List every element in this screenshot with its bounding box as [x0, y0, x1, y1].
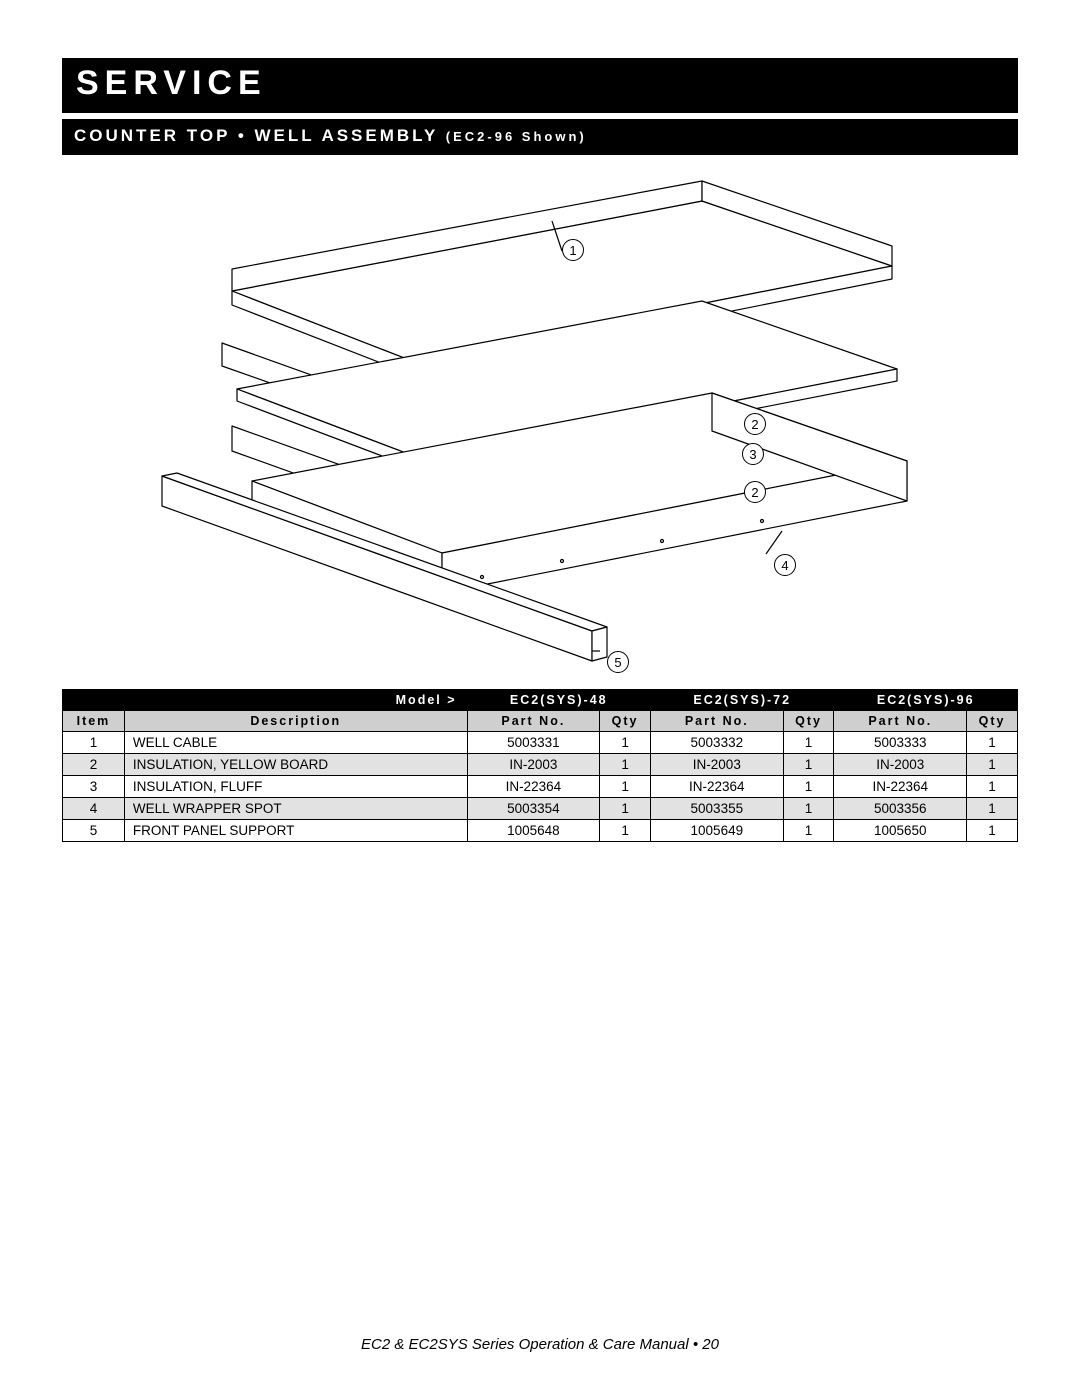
table-cell: 1	[63, 732, 125, 754]
table-cell: INSULATION, YELLOW BOARD	[124, 754, 467, 776]
col-part-2: Part No.	[834, 711, 967, 732]
table-cell: IN-22364	[651, 776, 784, 798]
table-row: 4WELL WRAPPER SPOT5003354150033551500335…	[63, 798, 1018, 820]
table-cell: 1	[783, 776, 834, 798]
col-qty-1: Qty	[783, 711, 834, 732]
table-cell: 1	[600, 754, 651, 776]
table-cell: 5003332	[651, 732, 784, 754]
table-cell: 5003333	[834, 732, 967, 754]
table-cell: WELL CABLE	[124, 732, 467, 754]
table-cell: 4	[63, 798, 125, 820]
table-cell: 5003355	[651, 798, 784, 820]
table-cell: 1005650	[834, 820, 967, 842]
table-row: 3INSULATION, FLUFFIN-223641IN-223641IN-2…	[63, 776, 1018, 798]
table-cell: 1	[967, 776, 1018, 798]
table-cell: INSULATION, FLUFF	[124, 776, 467, 798]
col-part-0: Part No.	[467, 711, 600, 732]
table-cell: 5	[63, 820, 125, 842]
col-qty-0: Qty	[600, 711, 651, 732]
model-col-1: EC2(SYS)-72	[651, 690, 834, 711]
model-col-0: EC2(SYS)-48	[467, 690, 650, 711]
table-cell: 1	[967, 732, 1018, 754]
callout-bubble: 2	[744, 481, 766, 503]
col-item: Item	[63, 711, 125, 732]
table-cell: 1005649	[651, 820, 784, 842]
diagram-svg	[62, 161, 1018, 681]
table-cell: 1	[783, 754, 834, 776]
table-cell: 1	[783, 820, 834, 842]
table-cell: 1	[783, 798, 834, 820]
page-footer: EC2 & EC2SYS Series Operation & Care Man…	[0, 1336, 1080, 1353]
table-cell: IN-22364	[834, 776, 967, 798]
table-cell: 1005648	[467, 820, 600, 842]
table-cell: 1	[600, 776, 651, 798]
table-cell: IN-2003	[467, 754, 600, 776]
col-desc: Description	[124, 711, 467, 732]
table-cell: 5003356	[834, 798, 967, 820]
model-label: Model >	[63, 690, 468, 711]
table-cell: 5003354	[467, 798, 600, 820]
table-cell: 1	[967, 798, 1018, 820]
table-cell: 1	[600, 732, 651, 754]
exploded-diagram: 1 2 3 2 4 5	[62, 161, 1018, 681]
callout-bubble: 2	[744, 413, 766, 435]
callout-bubble: 5	[607, 651, 629, 673]
table-cell: 1	[600, 820, 651, 842]
callout-bubble: 3	[742, 443, 764, 465]
table-cell: 1	[967, 820, 1018, 842]
table-cell: WELL WRAPPER SPOT	[124, 798, 467, 820]
sub-banner-detail: (EC2-96 Shown)	[446, 129, 587, 144]
assembly-sub-banner: COUNTER TOP • WELL ASSEMBLY (EC2-96 Show…	[62, 119, 1018, 155]
table-cell: 3	[63, 776, 125, 798]
table-cell: 1	[967, 754, 1018, 776]
manual-page: SERVICE COUNTER TOP • WELL ASSEMBLY (EC2…	[0, 0, 1080, 1397]
table-row: 2INSULATION, YELLOW BOARDIN-20031IN-2003…	[63, 754, 1018, 776]
table-cell: 1	[783, 732, 834, 754]
table-cell: 1	[600, 798, 651, 820]
col-qty-2: Qty	[967, 711, 1018, 732]
service-banner: SERVICE	[62, 58, 1018, 113]
sub-banner-main: COUNTER TOP • WELL ASSEMBLY	[74, 126, 438, 145]
model-col-2: EC2(SYS)-96	[834, 690, 1018, 711]
table-header-models: Model > EC2(SYS)-48 EC2(SYS)-72 EC2(SYS)…	[63, 690, 1018, 711]
table-cell: FRONT PANEL SUPPORT	[124, 820, 467, 842]
table-body: 1WELL CABLE5003331150033321500333312INSU…	[63, 732, 1018, 842]
parts-table: Model > EC2(SYS)-48 EC2(SYS)-72 EC2(SYS)…	[62, 689, 1018, 842]
callout-bubble: 4	[774, 554, 796, 576]
table-cell: IN-2003	[834, 754, 967, 776]
col-part-1: Part No.	[651, 711, 784, 732]
table-row: 1WELL CABLE500333115003332150033331	[63, 732, 1018, 754]
table-cell: 5003331	[467, 732, 600, 754]
table-header-cols: Item Description Part No. Qty Part No. Q…	[63, 711, 1018, 732]
callout-bubble: 1	[562, 239, 584, 261]
table-cell: 2	[63, 754, 125, 776]
table-cell: IN-22364	[467, 776, 600, 798]
table-row: 5FRONT PANEL SUPPORT10056481100564911005…	[63, 820, 1018, 842]
table-cell: IN-2003	[651, 754, 784, 776]
